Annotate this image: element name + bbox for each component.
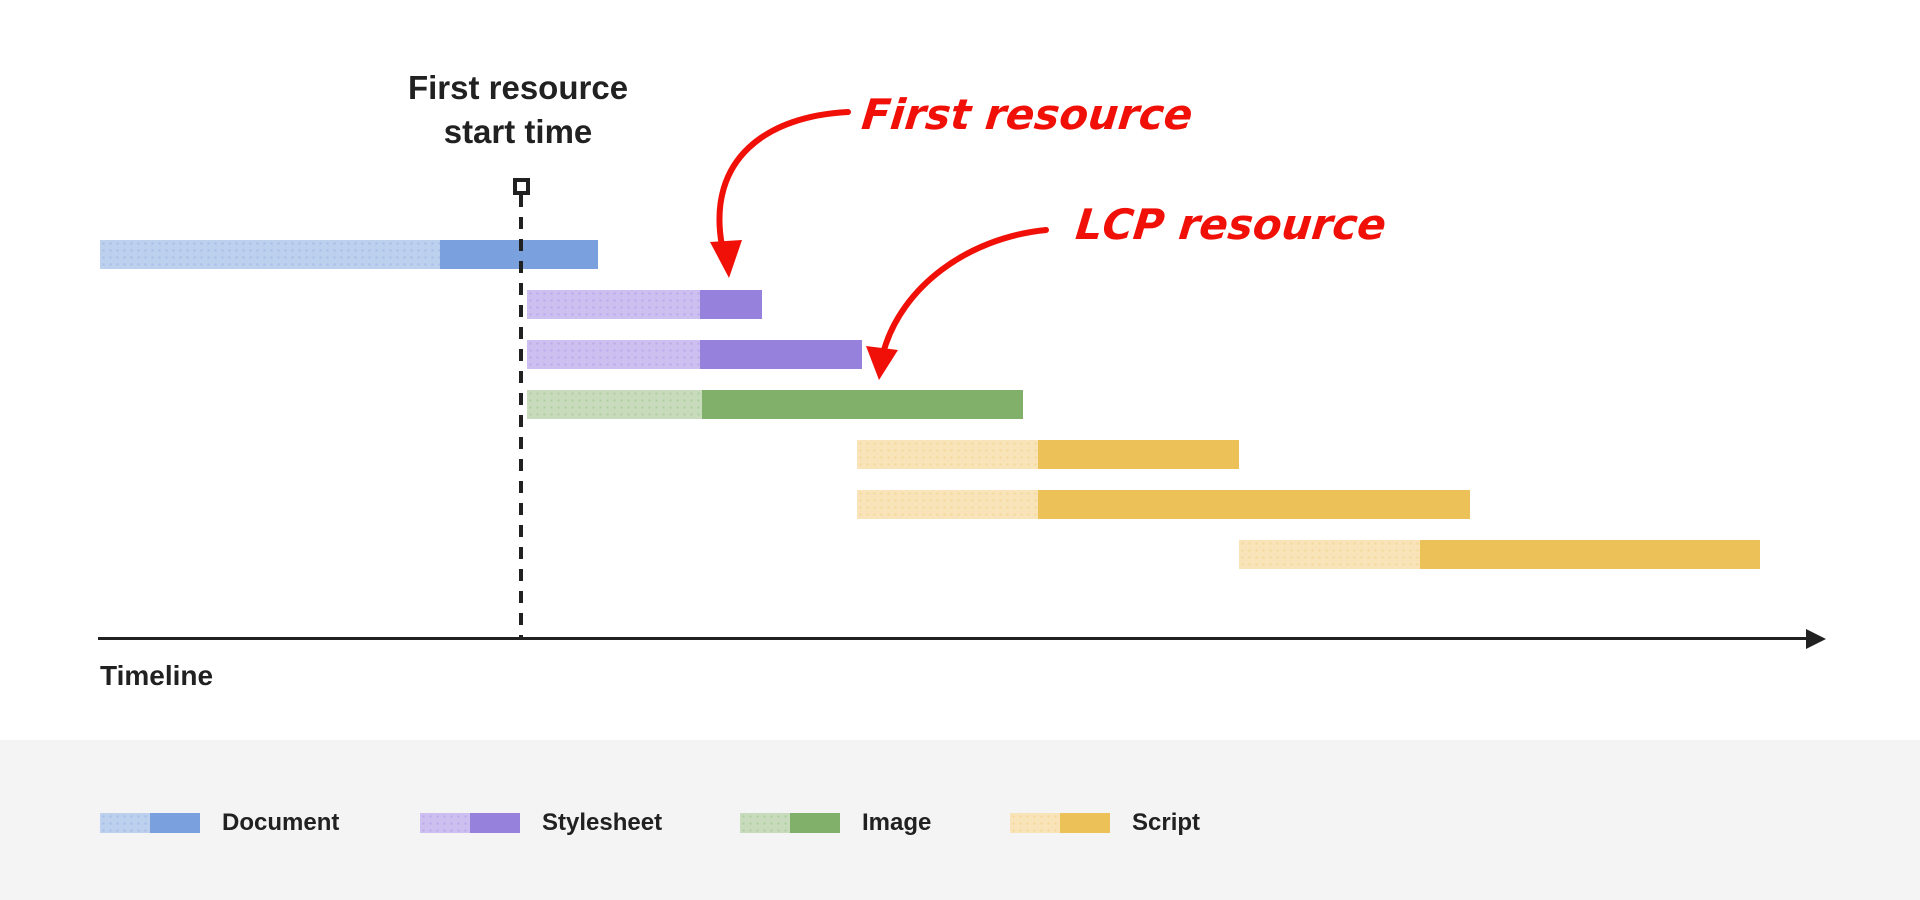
bar-script: [857, 440, 1239, 469]
marker-square-icon: [513, 178, 530, 195]
bar-segment-dark: [700, 340, 862, 369]
legend-item-label: Stylesheet: [542, 809, 663, 836]
legend-item-image: Image: [740, 809, 931, 837]
bar-segment-dark: [1420, 540, 1760, 569]
bar-segment-light: [527, 390, 702, 419]
bar-segment-light: [527, 290, 700, 319]
bar-segment-light: [1239, 540, 1420, 569]
bar-script: [857, 490, 1470, 519]
legend-swatch-dark: [790, 813, 840, 833]
legend-item-label: Script: [1132, 809, 1201, 836]
legend-swatch-stylesheet: [420, 813, 520, 833]
bar-segment-light: [857, 440, 1038, 469]
first-resource-start-dashed-line: [519, 195, 523, 640]
annotation-lcp-resource: LCP resource: [1073, 200, 1389, 249]
first-resource-start-time-label: First resource start time: [408, 66, 628, 154]
bar-segment-dark: [702, 390, 1023, 419]
annotation-first-resource: First resource: [859, 90, 1196, 139]
first-resource-start-time-line1: First resource: [407, 69, 629, 106]
axis-arrowhead-icon: [1806, 629, 1826, 649]
bar-segment-light: [527, 340, 700, 369]
legend-swatch-image: [740, 813, 840, 833]
legend-swatch-dark: [150, 813, 200, 833]
legend: Document Stylesheet Image Script: [0, 740, 1920, 900]
bar-image: [527, 390, 1023, 419]
timeline-axis: [98, 637, 1812, 640]
bar-segment-dark: [700, 290, 762, 319]
legend-item-label: Image: [862, 809, 932, 836]
bar-segment-light: [100, 240, 440, 269]
bar-segment-dark: [1038, 490, 1470, 519]
bar-segment-dark: [1038, 440, 1239, 469]
legend-swatch-light: [740, 813, 790, 833]
bar-stylesheet: [527, 340, 862, 369]
legend-item-label: Document: [222, 809, 340, 836]
legend-item-script: Script: [1010, 809, 1200, 837]
legend-swatch-light: [100, 813, 150, 833]
legend-swatch-light: [420, 813, 470, 833]
bar-script: [1239, 540, 1760, 569]
legend-swatch-script: [1010, 813, 1110, 833]
legend-swatch-light: [1010, 813, 1060, 833]
bar-segment-light: [857, 490, 1038, 519]
legend-swatch-dark: [470, 813, 520, 833]
first-resource-start-time-line2: start time: [443, 113, 593, 150]
bar-document: [100, 240, 598, 269]
legend-swatch-dark: [1060, 813, 1110, 833]
bar-stylesheet: [527, 290, 762, 319]
legend-item-stylesheet: Stylesheet: [420, 809, 662, 837]
timeline-label: Timeline: [100, 660, 214, 691]
legend-item-document: Document: [100, 809, 339, 837]
legend-swatch-document: [100, 813, 200, 833]
